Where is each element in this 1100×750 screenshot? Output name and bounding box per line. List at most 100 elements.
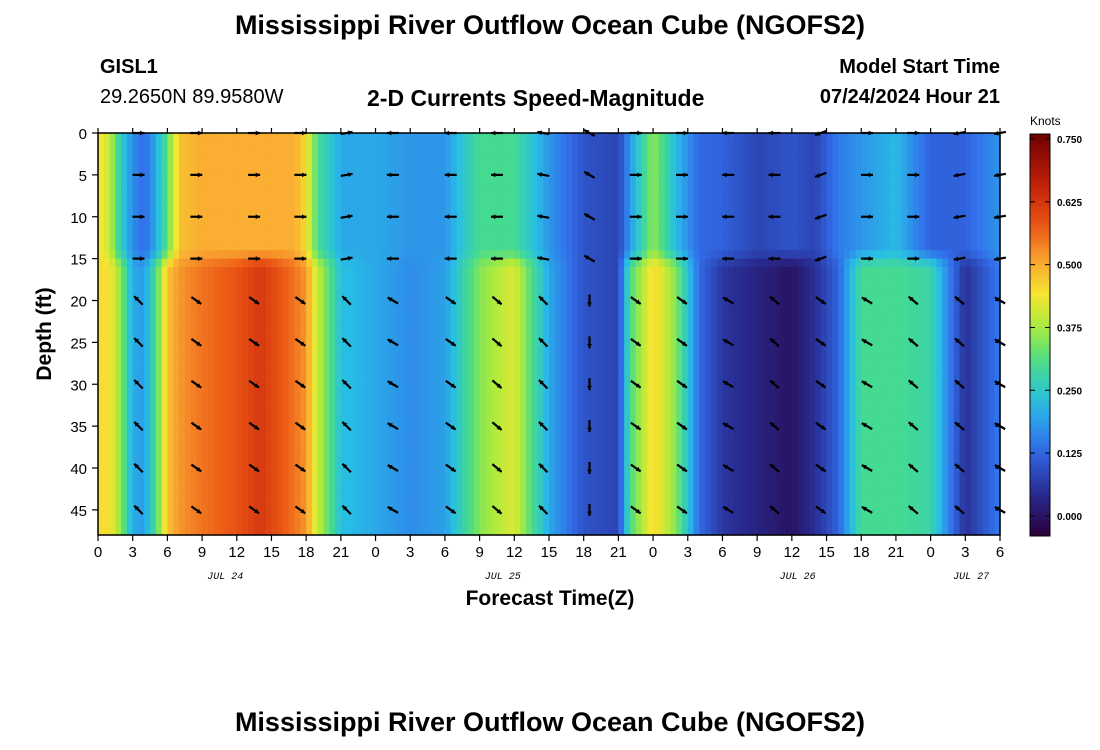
heatmap-cell [375,509,382,519]
heatmap-cell [543,501,550,511]
heatmap-cell [288,493,296,503]
heatmap-cell [462,468,469,477]
heatmap-cell [479,468,486,477]
heatmap-cell [254,392,261,402]
heatmap-cell [624,208,631,218]
heatmap-cell [167,325,174,335]
heatmap-cell [653,451,660,461]
heatmap-cell [549,451,556,461]
heatmap-cell [641,459,648,469]
heatmap-cell [109,317,116,327]
heatmap-cell [109,174,116,184]
heatmap-cell [387,442,394,452]
heatmap-cell [416,250,423,260]
heatmap-cell [479,493,486,503]
heatmap-cell [236,300,244,310]
heatmap-cell [306,233,313,243]
heatmap-cell [323,166,330,176]
heatmap-cell [346,417,354,427]
heatmap-cell [300,526,307,536]
heatmap-cell [311,342,319,352]
heatmap-cell [502,342,510,352]
heatmap-cell [676,384,683,394]
heatmap-cell [167,191,174,201]
heatmap-cell [311,442,319,452]
heatmap-cell [462,241,469,251]
heatmap-cell [126,334,134,343]
heatmap-cell [369,509,377,519]
heatmap-cell [549,308,556,318]
heatmap-cell [150,375,157,385]
heatmap-cell [624,317,631,327]
heatmap-cell [537,200,544,209]
heatmap-cell [398,258,406,268]
heatmap-cell [681,509,689,519]
heatmap-cell [462,451,469,461]
heatmap-cell [392,434,400,444]
heatmap-cell [439,484,446,494]
heatmap-cell [294,166,301,176]
heatmap-cell [583,417,591,427]
heatmap-cell [687,451,695,461]
heatmap-cell [323,292,330,302]
heatmap-cell [392,158,400,168]
heatmap-cell [144,225,151,235]
heatmap-cell [236,359,244,369]
heatmap-cell [335,208,342,218]
heatmap-cell [427,241,434,251]
heatmap-cell [161,267,168,276]
heatmap-cell [352,426,359,436]
heatmap-cell [508,342,515,352]
heatmap-cell [404,426,411,436]
heatmap-cell [103,174,111,184]
heatmap-cell [468,233,475,243]
heatmap-cell [138,183,145,193]
heatmap-cell [213,183,221,193]
heatmap-cell [184,342,192,352]
heatmap-cell [387,267,394,276]
heatmap-cell [317,442,325,452]
heatmap-cell [687,409,695,419]
heatmap-cell [294,250,301,260]
heatmap-cell [583,191,591,201]
heatmap-cell [583,526,591,536]
heatmap-cell [167,476,174,486]
heatmap-cell [664,392,672,402]
heatmap-cell [306,451,313,461]
heatmap-cell [629,183,637,193]
heatmap-cell [335,501,342,511]
heatmap-cell [485,375,492,385]
heatmap-cell [98,174,105,184]
heatmap-cell [595,459,602,469]
heatmap-cell [358,392,365,402]
heatmap-cell [288,308,296,318]
heatmap-cell [126,300,134,310]
heatmap-cell [693,233,700,243]
heatmap-cell [693,325,700,335]
heatmap-cell [358,225,365,235]
heatmap-cell [254,476,261,486]
heatmap-cell [311,451,319,461]
heatmap-cell [577,493,585,503]
heatmap-cell [687,133,695,142]
heatmap-cell [433,258,440,268]
heatmap-cell [450,493,458,503]
heatmap-cell [410,367,417,377]
heatmap-cell [271,200,278,209]
heatmap-cell [653,241,660,251]
heatmap-cell [340,442,348,452]
heatmap-cell [589,267,596,276]
heatmap-cell [635,141,643,151]
heatmap-cell [664,275,672,285]
heatmap-cell [618,275,625,285]
heatmap-cell [416,367,423,377]
heatmap-cell [439,350,446,360]
heatmap-cell [381,518,388,528]
heatmap-cell [213,225,221,235]
heatmap-cell [404,434,411,444]
heatmap-cell [433,233,440,243]
heatmap-cell [213,133,221,142]
heatmap-cell [468,225,475,235]
heatmap-cell [138,334,145,343]
heatmap-cell [225,241,232,251]
